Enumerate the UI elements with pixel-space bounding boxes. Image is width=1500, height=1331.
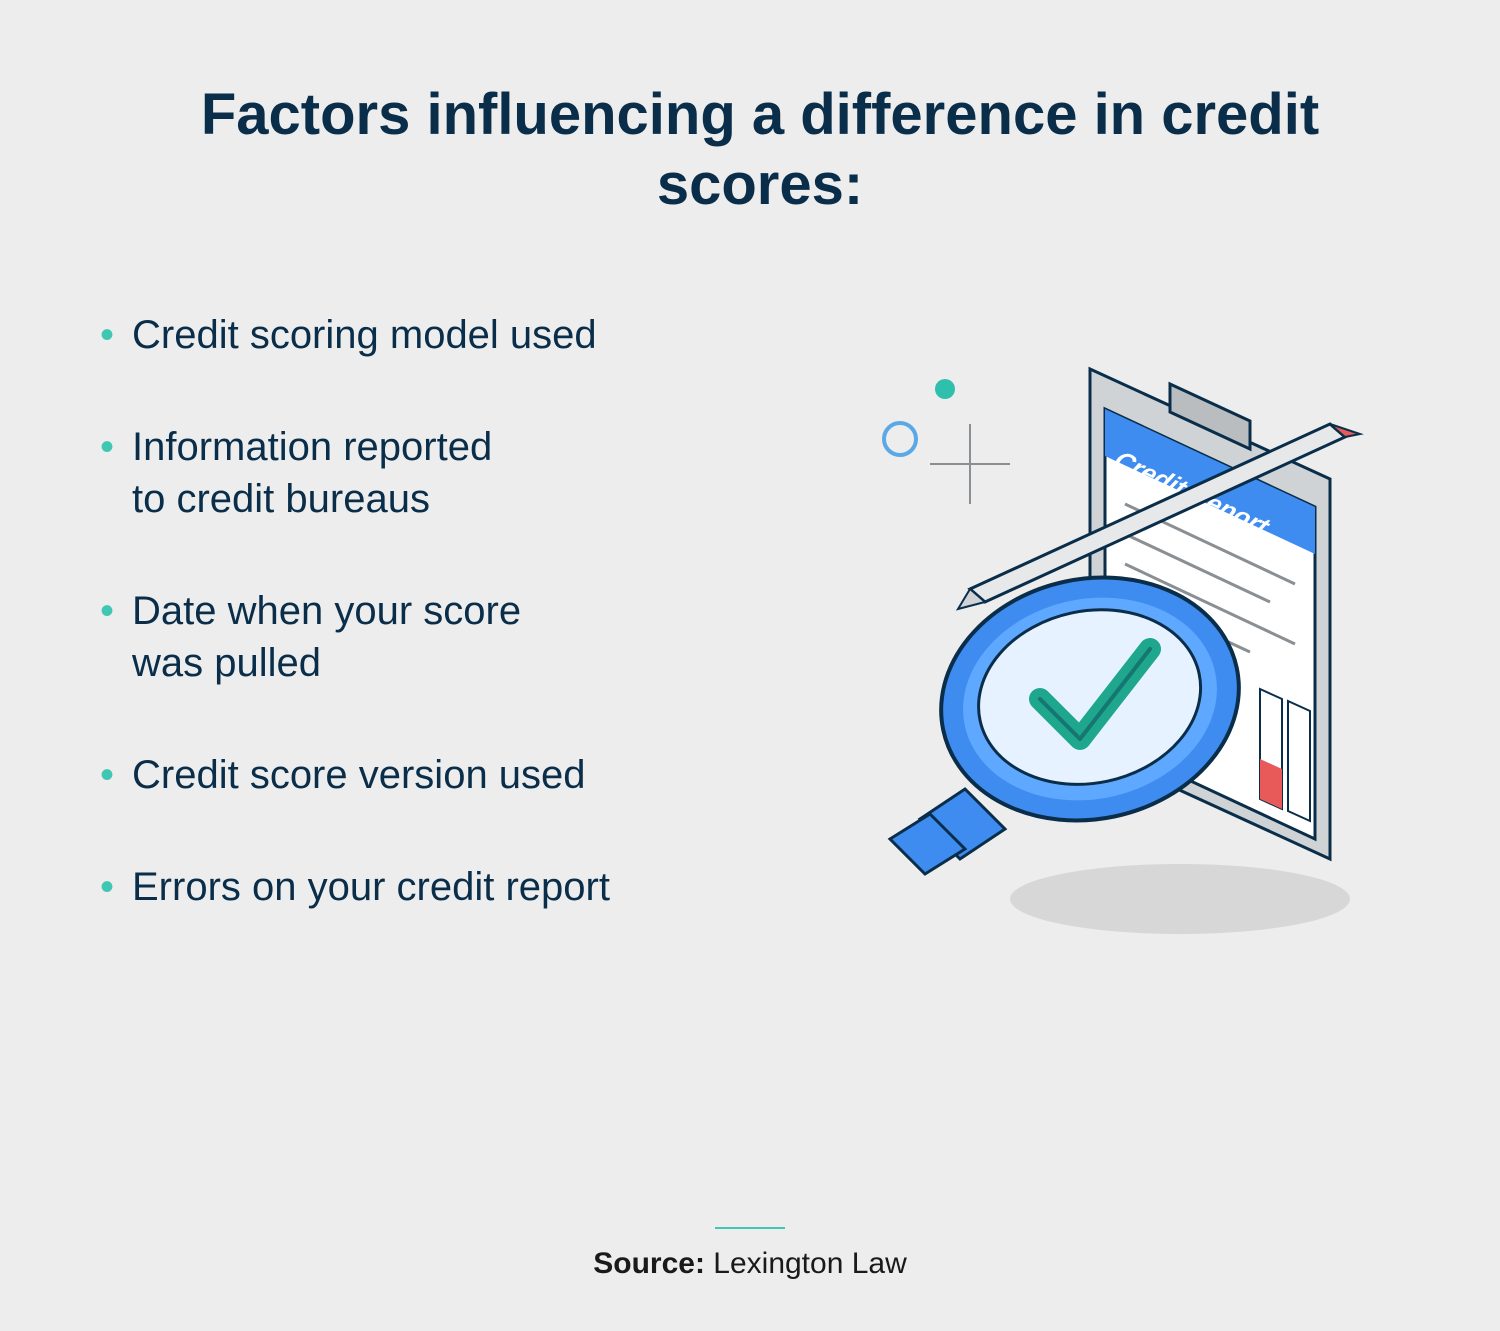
source-value: Lexington Law bbox=[713, 1247, 906, 1280]
content-row: Credit scoring model used Information re… bbox=[100, 309, 1420, 973]
list-item-text: Errors on your credit report bbox=[132, 865, 610, 909]
list-item-text: Credit scoring model used bbox=[132, 313, 597, 357]
factors-list: Credit scoring model used Information re… bbox=[100, 309, 800, 973]
source-attribution: Source: Lexington Law bbox=[0, 1227, 1500, 1281]
clipboard-magnifier-icon: Credit Report bbox=[830, 329, 1390, 949]
list-item: Information reportedto credit bureaus bbox=[100, 421, 800, 525]
list-item-text: Date when your score was pulled bbox=[132, 589, 521, 685]
source-divider bbox=[715, 1227, 785, 1229]
list-item-text: Information reportedto credit bureaus bbox=[132, 425, 492, 521]
page-title: Factors influencing a difference in cred… bbox=[100, 80, 1420, 219]
list-item: Errors on your credit report bbox=[100, 861, 800, 913]
source-label: Source: bbox=[593, 1247, 705, 1280]
list-item-text: Credit score version used bbox=[132, 753, 586, 797]
list-item: Credit scoring model used bbox=[100, 309, 800, 361]
list-item: Credit score version used bbox=[100, 749, 800, 801]
list-item: Date when your score was pulled bbox=[100, 585, 800, 689]
credit-report-illustration: Credit Report bbox=[800, 309, 1420, 949]
